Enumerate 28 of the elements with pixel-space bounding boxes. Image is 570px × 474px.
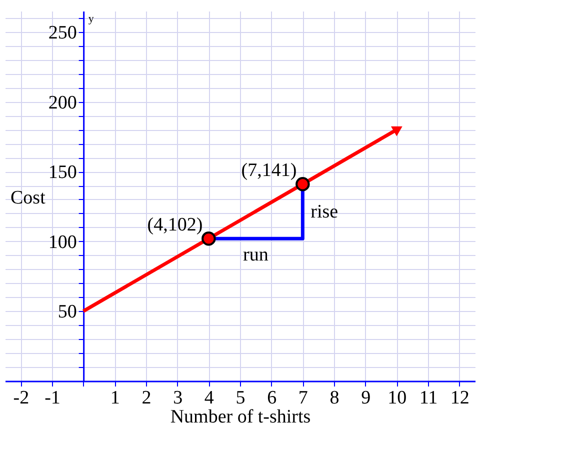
annotation: y (88, 13, 94, 25)
y-tick-label: 100 (48, 232, 77, 253)
point (202, 231, 216, 246)
point (296, 177, 310, 192)
x-tick-label: 3 (173, 388, 183, 408)
x-tick-label: 10 (388, 388, 407, 408)
annotation: (7,141) (241, 160, 297, 182)
x-tick-label: 8 (330, 388, 340, 408)
y-tick-label: 250 (48, 22, 77, 44)
x-tick-label: 5 (236, 388, 246, 408)
x-tick-label: 9 (361, 388, 371, 408)
y-tick-label: 150 (48, 162, 77, 184)
x-tick-label: -1 (44, 388, 60, 408)
x-tick-label: -2 (13, 388, 30, 408)
y-axis-title: Cost (10, 188, 46, 209)
x-tick-label: 1 (110, 388, 120, 408)
annotation: rise (310, 201, 338, 222)
x-tick-label: 11 (419, 388, 438, 408)
x-tick-label: 6 (267, 388, 277, 408)
annotation: (4,102) (147, 214, 203, 236)
x-tick-label: 12 (450, 388, 470, 408)
y-tick-label: 50 (58, 302, 77, 323)
annotation: run (243, 244, 269, 266)
y-tick-label: 200 (48, 92, 77, 114)
x-tick-label: 7 (298, 388, 308, 408)
x-tick-label: 4 (204, 388, 214, 408)
x-axis-title: Number of t-shirts (170, 406, 311, 428)
x-tick-label: 2 (142, 388, 152, 408)
